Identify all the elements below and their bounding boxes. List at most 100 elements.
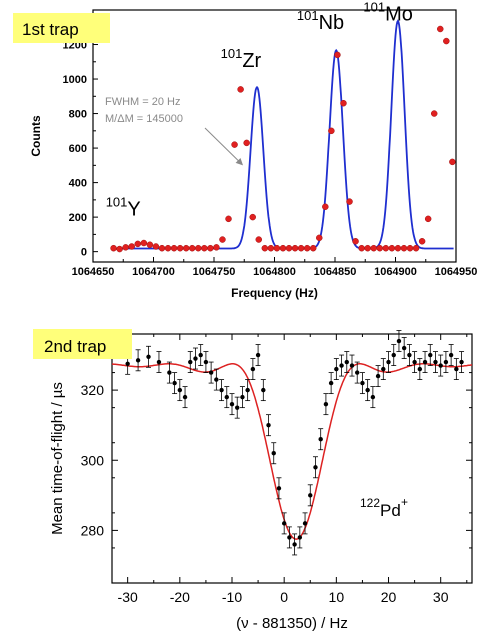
data-point [170,244,178,252]
element-symbol: Zr [242,50,261,72]
point-marker [255,352,261,358]
data-point [388,244,396,252]
data-point [188,244,196,252]
data-point [297,526,303,549]
x-axis-label: (ν - 881350) / Hz [236,615,348,632]
element-symbol: Mo [385,3,413,25]
point-marker [391,352,396,358]
data-point [116,245,123,253]
y-tick-label: 600 [69,143,87,155]
y-tick-label: 300 [81,452,105,468]
data-point [323,393,329,416]
data-point [219,236,226,243]
data-point [249,213,256,221]
data-point [213,244,220,251]
data-point [432,351,438,373]
x-tick-label: 1064700 [132,266,175,278]
data-point [424,215,432,223]
point-marker [318,437,323,442]
data-point [219,379,225,402]
mass-number: 101 [363,0,385,14]
point-marker [401,345,407,351]
point-marker [459,359,464,365]
point-marker [281,521,287,526]
mass-number: 101 [297,8,319,23]
data-point [352,238,359,245]
annotation-arrow [204,127,240,162]
x-tick-label: 1064900 [374,266,417,278]
data-point [276,477,282,500]
data-point [195,244,202,252]
data-point [213,368,219,391]
point-marker [271,451,276,456]
point-marker [344,359,349,365]
point-marker [360,380,365,386]
point-marker [349,363,355,368]
data-point [309,244,317,252]
data-point [182,386,188,409]
data-point [370,386,376,409]
point-marker [235,405,240,410]
data-point [261,244,269,252]
point-marker [167,370,172,375]
point-marker [177,387,183,393]
fwhm-annotation: FWHM = 20 Hz M/ΔM = 145000 [105,96,244,166]
data-point [176,244,184,252]
point-marker [135,358,141,363]
chart-first-trap: 1064650 1064700 1064750 1064800 1064850 10649… [13,0,477,300]
peak-label: 101 Y [106,194,141,220]
x-tick-label: 1064950 [435,266,478,278]
point-marker [240,394,245,400]
point-marker [334,366,339,372]
data-point [279,244,287,252]
data-point [307,484,313,507]
y-tick-label: 200 [69,212,87,224]
mass-number: 101 [221,46,243,61]
point-marker [146,354,151,359]
data-point [328,127,335,135]
data-point [437,25,444,33]
data-point [239,386,245,409]
peak-label: 101 Mo [363,0,413,25]
data-point [339,354,345,377]
point-marker [261,387,266,393]
trap-tag: 1st trap [22,20,79,39]
point-marker [219,387,224,393]
data-point [400,244,408,252]
data-point [182,244,190,252]
y-tick-label: 320 [81,382,105,398]
point-marker [438,363,443,368]
data-point [430,110,438,117]
point-marker [188,359,193,365]
data-point [134,240,142,248]
point-marker [193,356,198,361]
data-point [208,361,214,384]
x-axis-label: Frequency (Hz) [231,286,318,300]
element-symbol: Y [127,198,140,220]
data-point [412,244,420,252]
data-point [380,358,386,380]
data-point [443,351,449,373]
data-point [271,442,277,465]
data-point [285,244,293,252]
data-point [192,347,198,370]
data-point [427,344,433,366]
data-point [386,351,392,373]
x-tick-label: 20 [381,589,397,605]
plot-frame [111,333,473,584]
x-tick-label: 1064750 [193,266,236,278]
mass-number: 101 [106,194,128,209]
data-point [422,351,428,373]
data-point [255,236,263,243]
point-marker [287,535,292,540]
y-axis-label: Mean time-of-flight / µs [49,382,66,535]
data-point [406,244,414,252]
data-point [187,351,193,373]
x-tick-label: 10 [329,589,345,605]
x-tick-label: -20 [170,589,190,605]
point-marker [339,363,344,368]
point-marker [302,521,308,526]
point-marker [328,380,334,386]
data-point [260,379,266,402]
